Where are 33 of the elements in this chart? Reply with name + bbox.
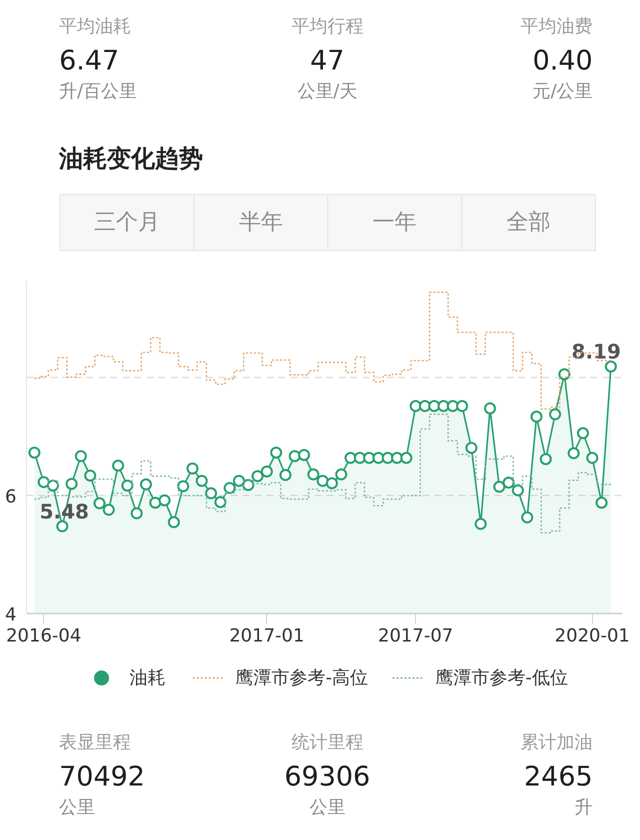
text: 47 [310,46,344,76]
text: 公里 [309,797,346,818]
text: 表显里程 [59,732,132,753]
text: 累计加油 [520,732,593,753]
text: 2465 [524,762,593,792]
text: 0.40 [532,46,593,76]
text: 统计里程 [291,732,364,753]
text: 升/百公里 [59,81,138,102]
text: 半年 [238,210,283,235]
text: 平均油费 [520,16,593,37]
text: 升 [574,797,593,818]
text: 三个月 [94,210,160,235]
x-tick-label: 2020-01 [554,626,630,646]
legend-label: 鹰潭市参考-高位 [236,668,368,688]
chart-title: 油耗变化趋势 [58,144,204,172]
text: 公里/天 [297,81,358,102]
x-tick-label: 2016-04 [6,626,82,646]
y-tick-label: 6 [5,486,16,508]
text: 公里 [59,797,96,818]
x-tick-label: 2017-07 [378,626,454,646]
text: 69306 [284,762,370,792]
text: 6.47 [59,46,120,76]
text: 平均油耗 [59,16,132,37]
y-tick-label: 4 [5,604,16,626]
legend-label: 油耗 [129,668,166,688]
text: 全部 [506,210,551,235]
text: 元/公里 [532,81,593,102]
legend-label: 鹰潭市参考-低位 [435,668,568,688]
text: 平均行程 [291,16,364,37]
x-tick-label: 2017-01 [229,626,304,646]
data-label: 8.19 [572,340,621,364]
text: 一年 [372,210,417,235]
text: 70492 [59,762,145,792]
